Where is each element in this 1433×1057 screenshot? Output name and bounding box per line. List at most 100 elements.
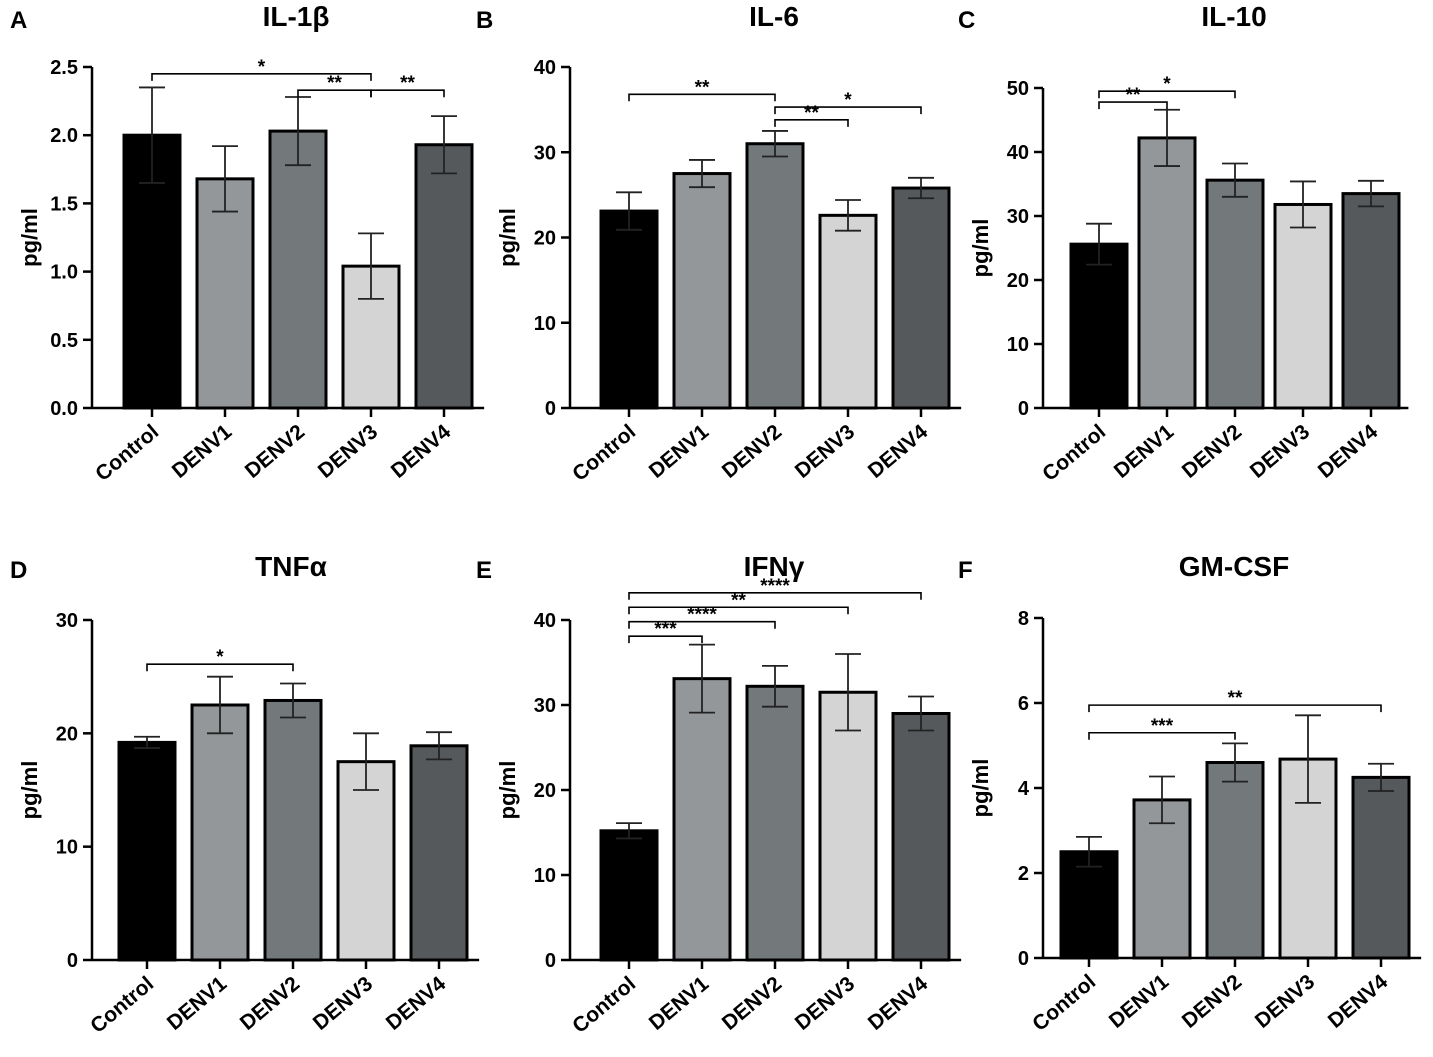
x-tick-label: DENV3 (314, 420, 382, 483)
x-tick-label: DENV2 (236, 972, 304, 1035)
significance-bracket (628, 592, 922, 600)
significance-bracket (370, 89, 445, 98)
bar-denv3 (818, 213, 878, 410)
x-tick-label: Control (86, 972, 158, 1038)
significance-label: **** (760, 576, 790, 597)
panel-label: D (10, 557, 27, 584)
x-tick-label: Control (1038, 420, 1110, 486)
x-tick-label: DENV3 (309, 972, 377, 1035)
significance-label: ** (1126, 85, 1141, 106)
significance-bracket (151, 73, 372, 81)
y-tick-label: 1.0 (50, 262, 78, 284)
x-tick-label: DENV3 (1251, 970, 1319, 1033)
significance-label: **** (687, 605, 717, 626)
bar-denv3 (818, 690, 878, 962)
significance-label: *** (654, 619, 677, 640)
x-tick-label: DENV1 (645, 420, 714, 483)
significance-bracket (628, 635, 703, 644)
y-tick-label: 30 (1007, 206, 1029, 228)
y-tick-label: 0 (1018, 948, 1029, 970)
y-tick-label: 4 (1018, 778, 1030, 800)
panel-label: C (958, 7, 975, 34)
y-tick-label: 0 (545, 398, 556, 420)
x-tick-label: DENV2 (1178, 420, 1246, 483)
panel-title: IL-6 (749, 1, 799, 32)
bar-denv2 (1205, 178, 1265, 410)
y-tick-label: 2.0 (50, 125, 78, 147)
y-tick-label: 20 (534, 228, 556, 250)
bar-denv2 (268, 129, 328, 410)
x-tick-label: DENV2 (718, 972, 786, 1035)
y-tick-label: 10 (534, 865, 556, 887)
x-tick-label: DENV4 (1324, 970, 1393, 1033)
y-tick-label: 10 (534, 313, 556, 335)
significance-label: ** (731, 590, 746, 611)
bar-denv1 (672, 172, 732, 410)
panel-label: E (476, 557, 492, 584)
bar-denv1 (1137, 136, 1197, 410)
x-tick-label: DENV4 (864, 420, 933, 483)
bar-control (599, 209, 659, 410)
bar-denv2 (745, 142, 805, 410)
y-tick-label: 0 (67, 950, 78, 972)
bar-control (1069, 242, 1129, 410)
significance-bracket (1088, 731, 1236, 740)
x-tick-label: DENV4 (387, 420, 456, 483)
y-axis-label: pg/ml (17, 208, 42, 267)
y-tick-label: 20 (534, 780, 556, 802)
bar-denv1 (190, 703, 250, 962)
panel-label: F (958, 557, 973, 584)
bar-denv3 (1278, 757, 1338, 960)
x-tick-label: DENV2 (1178, 970, 1246, 1033)
y-tick-label: 2 (1018, 863, 1029, 885)
y-tick-label: 2.5 (50, 57, 78, 79)
x-tick-label: Control (568, 972, 640, 1038)
x-tick-label: Control (1028, 970, 1100, 1036)
y-tick-label: 40 (1007, 142, 1029, 164)
x-tick-label: DENV1 (168, 420, 237, 483)
y-tick-label: 0.5 (50, 330, 78, 352)
significance-bracket (628, 93, 776, 102)
panel-f: F GM-CSF pg/ml 0 2 4 6 8 Control DENV1 DENV2 DENV3 D… (958, 551, 1422, 1036)
panel-title: IL-10 (1201, 1, 1266, 32)
significance-label: * (844, 90, 852, 111)
x-tick-label: DENV2 (718, 420, 786, 483)
x-tick-label: DENV1 (1110, 420, 1179, 483)
x-tick-label: DENV2 (241, 420, 309, 483)
panel-label: A (10, 7, 27, 34)
significance-label: ** (400, 73, 415, 94)
y-axis-label: pg/ml (968, 219, 993, 278)
y-tick-label: 0.0 (50, 398, 78, 420)
significance-bracket (1088, 704, 1382, 713)
significance-bracket (1098, 90, 1236, 99)
bar-denv2 (1205, 761, 1265, 960)
significance-label: * (1163, 74, 1171, 95)
x-tick-label: DENV4 (1314, 420, 1383, 483)
panel-title: TNFα (255, 551, 327, 582)
y-tick-label: 10 (56, 837, 78, 859)
y-axis-label: pg/ml (495, 208, 520, 267)
bar-denv1 (195, 177, 255, 410)
y-tick-label: 20 (1007, 270, 1029, 292)
significance-label: * (216, 647, 224, 668)
significance-bracket (628, 606, 849, 615)
y-tick-label: 1.5 (50, 193, 78, 215)
bar-denv3 (336, 760, 396, 962)
y-tick-label: 0 (1018, 398, 1029, 420)
significance-bracket (1098, 101, 1168, 110)
bar-denv2 (745, 684, 805, 962)
significance-bracket (774, 106, 922, 115)
y-tick-label: 0 (545, 950, 556, 972)
y-tick-label: 6 (1018, 693, 1029, 715)
x-tick-label: Control (568, 420, 640, 486)
x-tick-label: DENV3 (791, 420, 859, 483)
bar-denv4 (409, 744, 469, 962)
y-tick-label: 8 (1018, 608, 1029, 630)
y-tick-label: 30 (56, 610, 78, 632)
y-axis-label: pg/ml (495, 761, 520, 820)
y-tick-label: 30 (534, 695, 556, 717)
panel-title: IFNγ (744, 551, 805, 582)
bar-denv4 (414, 143, 474, 410)
